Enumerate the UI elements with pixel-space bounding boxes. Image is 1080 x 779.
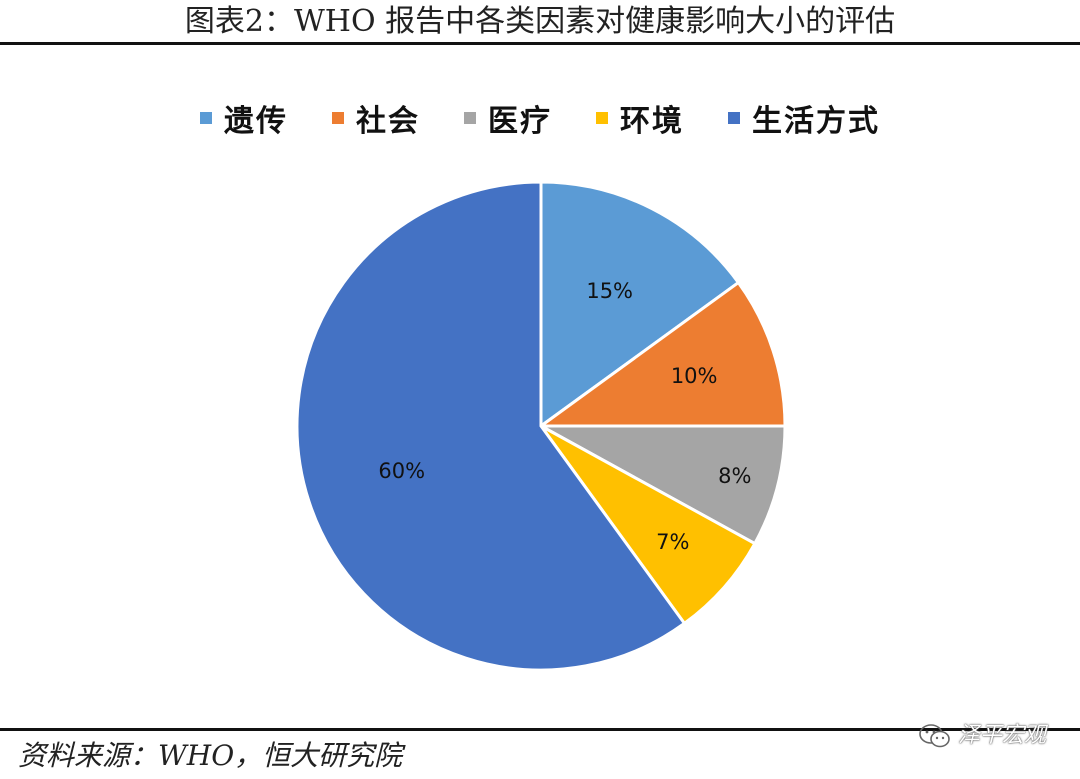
slice-label-lifestyle: 60% bbox=[378, 459, 425, 483]
pie-slice-medical bbox=[540, 424, 787, 546]
wechat-icon bbox=[919, 724, 950, 748]
pie-slice-genetics bbox=[539, 180, 741, 429]
legend-item-social: 社会 bbox=[332, 96, 420, 140]
watermark-text: 泽平宏观 bbox=[957, 723, 1046, 748]
legend-item-environment: 环境 bbox=[596, 96, 684, 140]
legend-swatch-medical bbox=[464, 112, 476, 124]
legend-swatch-lifestyle bbox=[728, 112, 740, 124]
legend-swatch-social bbox=[332, 112, 344, 124]
legend-item-lifestyle: 生活方式 bbox=[728, 96, 880, 140]
legend-label-genetics: 遗传 bbox=[224, 104, 288, 139]
legend-label-lifestyle: 生活方式 bbox=[752, 104, 880, 139]
pie-slice-environment bbox=[539, 424, 757, 626]
legend-swatch-genetics bbox=[200, 112, 212, 124]
legend-swatch-environment bbox=[596, 112, 608, 124]
pie-labels: 15% 10% 8% 7% 60% bbox=[378, 279, 751, 554]
source-note: 资料来源：WHO，恒大研究院 bbox=[18, 739, 403, 772]
slice-label-environment: 7% bbox=[656, 530, 689, 554]
pie-slice-lifestyle bbox=[295, 180, 687, 672]
legend-item-genetics: 遗传 bbox=[200, 96, 288, 140]
pie-slices bbox=[295, 180, 787, 672]
chart-title: 图表2：WHO 报告中各类因素对健康影响大小的评估 bbox=[184, 4, 896, 39]
watermark: 泽平宏观 bbox=[918, 716, 1046, 756]
legend-label-medical: 医疗 bbox=[488, 104, 552, 139]
legend-label-environment: 环境 bbox=[620, 104, 684, 139]
pie-slice-social bbox=[536, 280, 787, 428]
slice-label-social: 10% bbox=[671, 364, 718, 388]
top-rule bbox=[0, 42, 1080, 45]
slice-label-medical: 8% bbox=[718, 464, 751, 488]
slice-label-genetics: 15% bbox=[586, 279, 633, 303]
chart-legend: 遗传 社会 医疗 环境 生活方式 bbox=[0, 96, 1080, 140]
legend-label-social: 社会 bbox=[356, 104, 420, 139]
legend-item-medical: 医疗 bbox=[464, 96, 552, 140]
bottom-rule bbox=[0, 728, 1080, 731]
